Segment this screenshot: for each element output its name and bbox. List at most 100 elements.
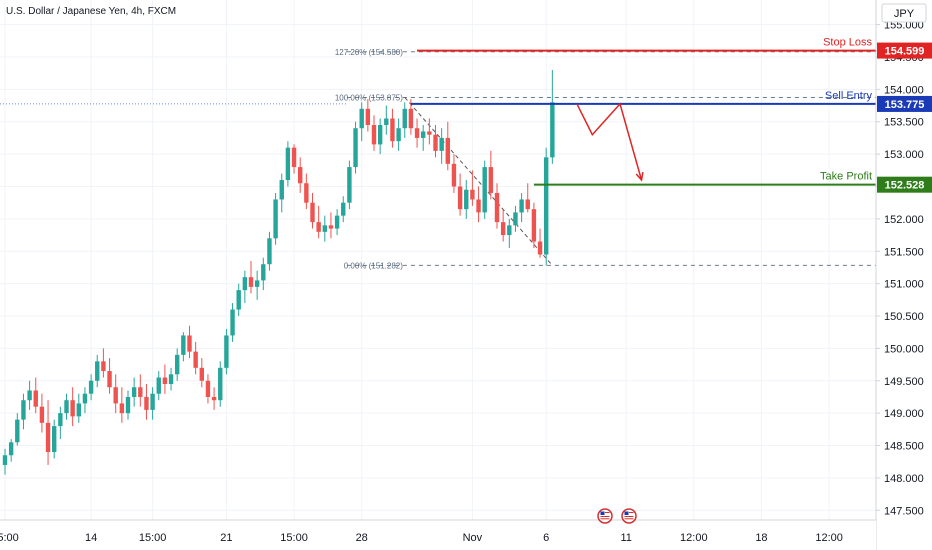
candle-body: [261, 264, 266, 281]
y-tick-label: 148.500: [884, 441, 924, 453]
fib-level-label: 100.00% (153.875): [335, 93, 403, 102]
y-tick-label: 148.000: [884, 473, 924, 485]
candle-body: [15, 419, 20, 443]
candle-body: [408, 108, 414, 129]
candle-body: [39, 406, 45, 423]
candle-body: [76, 403, 81, 417]
candle-body: [544, 157, 549, 255]
candle-body: [285, 147, 291, 181]
y-tick-label: 153.500: [884, 117, 924, 129]
candle-body: [138, 387, 143, 397]
candle-body: [365, 108, 371, 125]
us-flag-icon[interactable]: [597, 508, 613, 524]
candle-body: [507, 225, 512, 236]
candle-body: [8, 442, 14, 456]
candle-body: [445, 137, 450, 164]
candle-body: [101, 361, 106, 372]
candles: [2, 69, 555, 475]
projection-arrow-head: [635, 172, 644, 182]
candle-body: [402, 108, 407, 129]
candle-body: [156, 377, 161, 394]
candle-body: [421, 131, 426, 138]
x-tick-label: 15:00: [139, 532, 167, 544]
candle-body: [537, 241, 543, 255]
x-tick-label: 14: [85, 532, 97, 544]
candle-body: [230, 309, 235, 336]
candle-body: [334, 215, 340, 229]
candle-body: [531, 209, 537, 242]
projection-line[interactable]: [576, 102, 643, 181]
projection-path[interactable]: [576, 102, 644, 182]
candle-body: [82, 393, 88, 404]
y-tick-label: 154.000: [884, 84, 924, 96]
candle-body: [550, 102, 555, 158]
time-axis[interactable]: 15:00 14 15:00 21 15:00 28 Nov 6 11 12:00 18 12:00: [0, 532, 843, 544]
price-tag-label: 154.599: [885, 46, 925, 58]
y-tick-label: 151.000: [884, 279, 924, 291]
x-tick-label: 28: [356, 532, 368, 544]
candle-body: [482, 167, 487, 213]
candle-body: [500, 222, 506, 236]
candle-body: [131, 387, 137, 397]
currency-box[interactable]: [881, 3, 927, 23]
candle-body: [347, 167, 352, 203]
fib-level-label: 0.00% (151.282): [344, 261, 403, 270]
level-label: Sell Entry: [825, 90, 873, 102]
candle-body: [427, 131, 432, 135]
candle-body: [205, 380, 211, 397]
x-tick-label: 12:00: [815, 532, 843, 544]
candle-body: [396, 128, 401, 142]
candle-body: [45, 422, 51, 453]
candle-body: [119, 403, 125, 414]
x-tick-label: Nov: [463, 532, 483, 544]
candle-body: [2, 455, 8, 465]
x-tick-label: 12:00: [680, 532, 708, 544]
candle-body: [107, 371, 112, 388]
candle-body: [218, 367, 223, 401]
candle-body: [433, 134, 438, 151]
price-tag-label: 152.528: [885, 180, 925, 192]
candle-body: [150, 393, 155, 410]
x-tick-label: 21: [220, 532, 232, 544]
candle-body: [64, 400, 69, 414]
candle-body: [21, 400, 26, 420]
x-tick-label: 11: [620, 532, 631, 544]
trade-levels[interactable]: Stop Loss Sell Entry Take Profit: [410, 37, 876, 186]
us-flag-icon[interactable]: [621, 508, 637, 524]
fib-retracement[interactable]: 127.20% (154.580) 100.00% (153.875) 0.00% …: [0, 48, 876, 271]
candle-body: [33, 390, 38, 407]
price-axis-panel[interactable]: [876, 0, 932, 550]
candle-body: [384, 118, 389, 125]
fib-level-label: 127.20% (154.580): [335, 48, 403, 57]
candle-body: [95, 361, 100, 381]
y-tick-label: 150.000: [884, 343, 924, 355]
event-flags[interactable]: [597, 508, 637, 524]
y-tick-label: 153.000: [884, 149, 924, 161]
candle-body: [353, 128, 358, 168]
time-axis-panel[interactable]: [0, 520, 876, 550]
x-tick-label: 15:00: [280, 532, 308, 544]
price-tag-label: 153.775: [885, 99, 925, 111]
candle-body: [451, 163, 457, 187]
candle-body: [168, 374, 174, 385]
candle-body: [470, 189, 475, 200]
candle-body: [304, 183, 309, 203]
fib-trend-line[interactable]: [404, 97, 553, 266]
candle-body: [125, 396, 131, 414]
candle-body: [181, 335, 186, 355]
candle-body: [254, 280, 260, 287]
candle-body: [113, 387, 118, 404]
candle-body: [199, 367, 204, 381]
currency-label: JPY: [894, 8, 915, 20]
candle-body: [494, 192, 500, 223]
candle-body: [310, 202, 315, 223]
candle-body: [211, 396, 217, 401]
candle-body: [273, 199, 278, 239]
y-tick-label: 152.000: [884, 214, 924, 226]
y-tick-label: 149.500: [884, 376, 924, 388]
candle-body: [162, 377, 168, 385]
candle-body: [513, 212, 518, 226]
x-tick-label: 15:00: [0, 532, 19, 544]
